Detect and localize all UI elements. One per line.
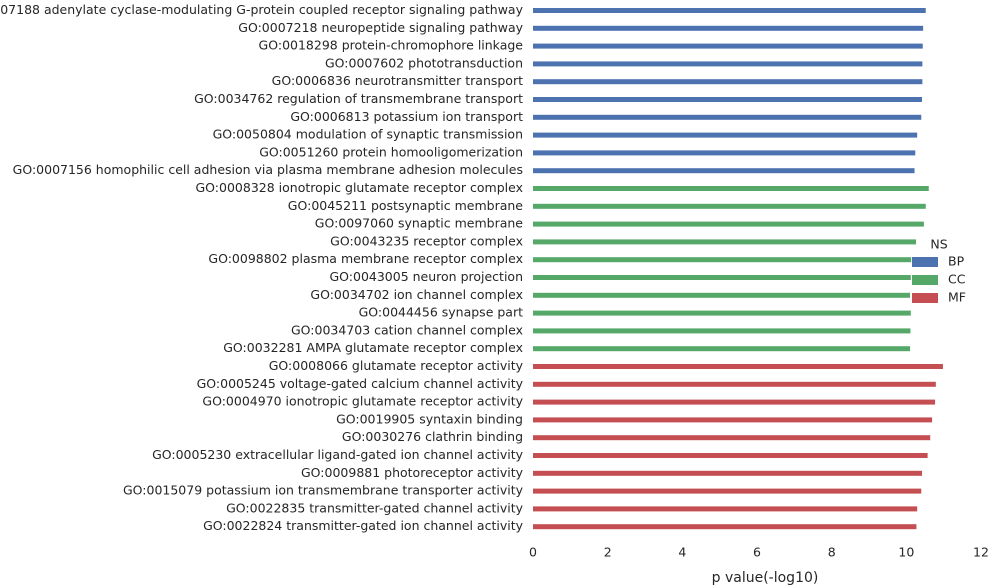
bar <box>533 470 923 476</box>
legend-swatch <box>912 257 938 267</box>
legend-swatch <box>912 275 938 285</box>
category-label: GO:0018298 protein-chromophore linkage <box>259 38 524 53</box>
bar <box>533 97 923 102</box>
bar <box>533 310 911 316</box>
legend-swatch <box>912 293 938 303</box>
legend-label: CC <box>948 272 966 287</box>
bar <box>533 150 916 156</box>
bar <box>533 399 936 405</box>
bar <box>533 203 926 209</box>
category-label: GO:0034702 ion channel complex <box>310 287 523 302</box>
category-label: GO:0015079 potassium ion transmembrane t… <box>123 483 524 498</box>
category-label: GO:0007188 adenylate cyclase-modulating … <box>0 2 524 17</box>
x-axis-title: p value(-log10) <box>712 570 819 586</box>
bar <box>533 79 923 85</box>
category-label: GO:0007156 homophilic cell adhesion via … <box>13 162 523 177</box>
category-label: GO:0022835 transmitter-gated channel act… <box>226 500 523 515</box>
x-tick-label: 4 <box>678 545 686 560</box>
bar <box>533 132 918 138</box>
bar <box>533 25 924 31</box>
category-label: GO:0019905 syntaxin binding <box>336 411 523 426</box>
bar <box>533 239 917 245</box>
bar <box>533 417 933 423</box>
legend-title: NS <box>930 237 947 252</box>
category-label: GO:0005230 extracellular ligand-gated io… <box>152 447 524 462</box>
bar <box>533 524 917 530</box>
bar <box>533 275 911 280</box>
category-label: GO:0043005 neuron projection <box>329 269 523 284</box>
category-label: GO:0043235 receptor complex <box>330 233 523 248</box>
legend-label: BP <box>948 254 965 269</box>
category-label: GO:0044456 synapse part <box>359 305 523 320</box>
bar <box>533 257 912 263</box>
category-label: GO:0034703 cation channel complex <box>291 322 523 337</box>
bar <box>533 61 923 67</box>
category-label: GO:0022824 transmitter-gated ion channel… <box>203 518 524 533</box>
x-tick-label: 8 <box>828 545 836 560</box>
bar <box>533 381 936 387</box>
category-label: GO:0008328 ionotropic glutamate receptor… <box>196 180 524 195</box>
category-label: GO:0051260 protein homooligomerization <box>259 144 523 159</box>
category-label: GO:0007602 phototransduction <box>325 55 523 70</box>
bar <box>533 435 931 441</box>
bar <box>533 292 911 298</box>
category-label: GO:0004970 ionotropic glutamate receptor… <box>202 394 523 409</box>
category-label: GO:0098802 plasma membrane receptor comp… <box>208 251 523 266</box>
category-label: GO:0034762 regulation of transmembrane t… <box>194 91 523 106</box>
legend-label: MF <box>948 290 966 305</box>
x-tick-label: 6 <box>753 545 761 560</box>
category-label: GO:0050804 modulation of synaptic transm… <box>213 127 523 142</box>
x-tick-label: 12 <box>973 545 989 560</box>
bar <box>533 346 911 352</box>
bar <box>533 488 922 494</box>
category-label: GO:0097060 synaptic membrane <box>315 216 524 231</box>
bar <box>533 364 943 369</box>
bar <box>533 114 922 120</box>
category-label: GO:0045211 postsynaptic membrane <box>288 198 524 213</box>
category-label: GO:0030276 clathrin binding <box>342 429 523 444</box>
bar <box>533 221 924 227</box>
x-tick-label: 0 <box>529 545 537 560</box>
x-tick-label: 10 <box>898 545 914 560</box>
bar <box>533 8 926 13</box>
bar <box>533 43 923 49</box>
bar <box>533 453 928 458</box>
category-label: GO:0005245 voltage-gated calcium channel… <box>197 376 524 391</box>
category-label: GO:0008066 glutamate receptor activity <box>269 358 524 373</box>
bar <box>533 506 918 512</box>
bar <box>533 168 915 174</box>
x-tick-label: 2 <box>604 545 612 560</box>
category-label: GO:0006813 potassium ion transport <box>290 109 523 124</box>
category-label: GO:0032281 AMPA glutamate receptor compl… <box>223 340 523 355</box>
bar <box>533 186 929 191</box>
category-label: GO:0007218 neuropeptide signaling pathwa… <box>238 20 523 35</box>
bar <box>533 328 911 334</box>
category-label: GO:0009881 photoreceptor activity <box>301 465 524 480</box>
category-label: GO:0006836 neurotransmitter transport <box>272 73 523 88</box>
